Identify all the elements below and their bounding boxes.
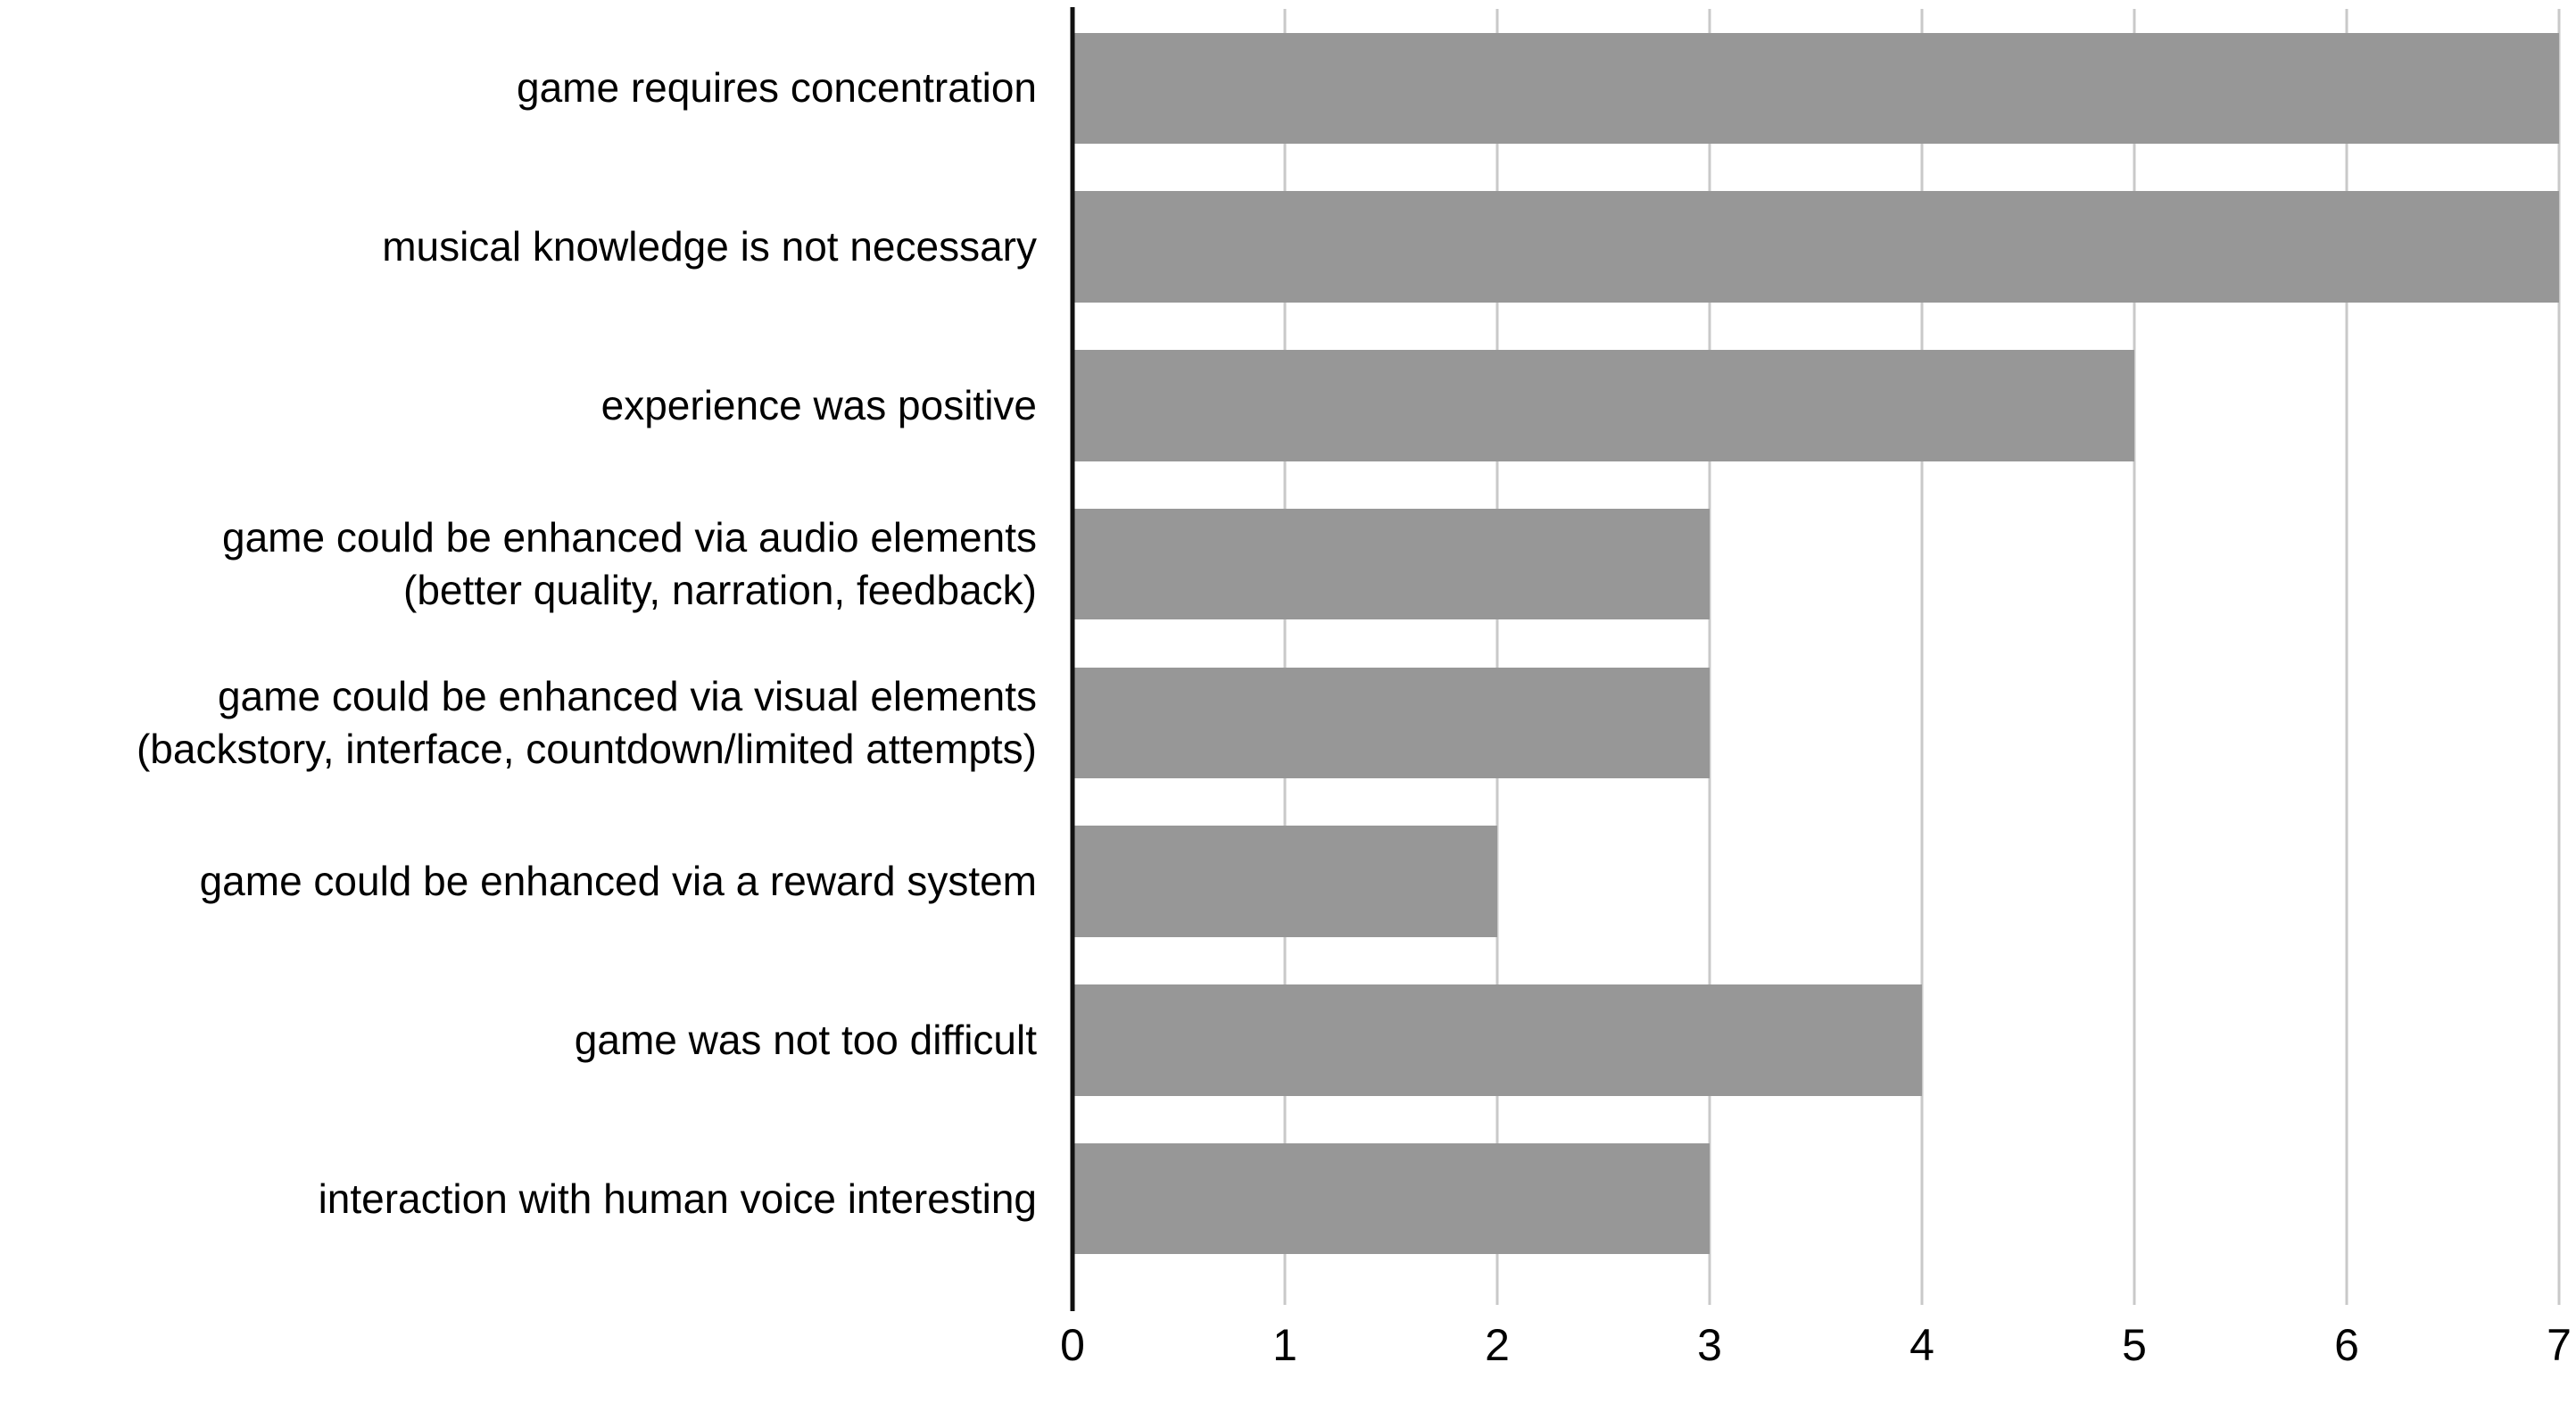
gridline-2 xyxy=(1495,9,1499,1305)
bar xyxy=(1073,191,2559,303)
x-tick-label: 1 xyxy=(1272,1320,1297,1370)
gridline-7 xyxy=(2557,9,2561,1305)
gridline-1 xyxy=(1283,9,1287,1305)
bar xyxy=(1073,32,2559,145)
x-axis-tick-labels: 0 1 2 3 4 5 6 7 xyxy=(1060,1320,2572,1385)
category-label: musical knowledge is not necessary xyxy=(382,223,1037,270)
gridline-4 xyxy=(1920,9,1924,1305)
bar-row: game could be enhanced via visual elemen… xyxy=(0,644,2576,802)
bar-row: game requires concentration xyxy=(0,9,2576,168)
bar-track xyxy=(1073,168,2559,327)
category-label: game was not too difficult xyxy=(574,1016,1037,1063)
x-tick-label: 6 xyxy=(2334,1320,2359,1370)
x-tick-label: 0 xyxy=(1060,1320,1085,1370)
bar xyxy=(1073,350,2134,461)
bar-track xyxy=(1073,327,2559,486)
bar-row: game could be enhanced via a reward syst… xyxy=(0,802,2576,961)
bar-track xyxy=(1073,802,2559,961)
bar-track xyxy=(1073,961,2559,1120)
category-label: game requires concentration xyxy=(517,64,1037,112)
bar xyxy=(1073,508,1710,620)
bar-row: musical knowledge is not necessary xyxy=(0,168,2576,327)
x-tick-label: 4 xyxy=(1909,1320,1934,1370)
bar xyxy=(1073,984,1922,1096)
bar-track xyxy=(1073,644,2559,802)
bar-row: game was not too difficult xyxy=(0,961,2576,1120)
category-label: experience was positive xyxy=(601,381,1037,428)
bar-track xyxy=(1073,485,2559,644)
y-axis-zero-line xyxy=(1070,7,1075,1311)
bar xyxy=(1073,1142,1710,1255)
x-tick-label: 5 xyxy=(2122,1320,2147,1370)
category-label: game could be enhanced via audio element… xyxy=(222,514,1037,614)
bar xyxy=(1073,826,1497,937)
gridline-3 xyxy=(1708,9,1711,1305)
bar-track xyxy=(1073,9,2559,168)
bar-row: game could be enhanced via audio element… xyxy=(0,485,2576,644)
x-tick-label: 7 xyxy=(2547,1320,2572,1370)
bar-row: experience was positive xyxy=(0,327,2576,486)
category-label: interaction with human voice interesting xyxy=(318,1175,1037,1222)
x-tick-label: 3 xyxy=(1697,1320,1722,1370)
category-label: game could be enhanced via a reward syst… xyxy=(199,858,1037,905)
bar-track xyxy=(1073,1119,2559,1278)
gridline-6 xyxy=(2345,9,2348,1305)
gridline-5 xyxy=(2133,9,2136,1305)
bar xyxy=(1073,667,1710,779)
x-tick-label: 2 xyxy=(1485,1320,1510,1370)
plot-area xyxy=(1070,7,2561,1311)
bar-rows: game requires concentration musical knowl… xyxy=(0,9,2576,1278)
category-label: game could be enhanced via visual elemen… xyxy=(136,673,1037,772)
bar-row: interaction with human voice interesting xyxy=(0,1119,2576,1278)
